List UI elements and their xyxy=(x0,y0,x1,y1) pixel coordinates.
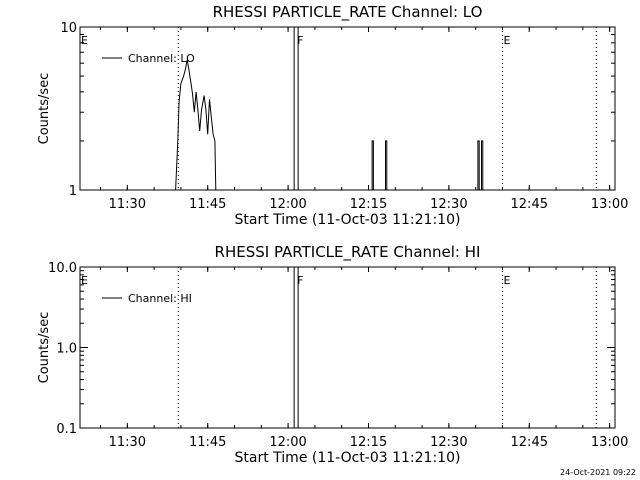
panel1-plot-frame xyxy=(79,26,616,191)
panel1-marker-label: F xyxy=(297,34,303,47)
footer-timestamp: 24-Oct-2021 09:22 xyxy=(560,468,636,477)
panel2-xtick-label: 12:15 xyxy=(350,435,387,450)
panel1-marker-label: E xyxy=(503,34,510,47)
panel2: RHESSI PARTICLE_RATE Channel: HI 11:30 11:… xyxy=(37,243,628,466)
panel1-xtick-label: 12:00 xyxy=(269,197,306,212)
panel1-series-segment xyxy=(385,140,388,190)
panel1-title: RHESSI PARTICLE_RATE Channel: LO xyxy=(213,3,483,22)
panel2-ytick-label: 10.0 xyxy=(48,261,77,276)
panel1-ytick-label: 1 xyxy=(69,184,77,199)
panel1-y-axis-label: Counts/sec xyxy=(37,73,52,145)
panel2-ytick-label: 0.1 xyxy=(56,422,77,437)
panel1: RHESSI PARTICLE_RATE Channel: LO 11:30 11:… xyxy=(37,3,628,228)
panel1-series-segment xyxy=(175,59,217,191)
panel1-x-axis-label: Start Time (11-Oct-03 11:21:10) xyxy=(235,212,461,228)
panel2-xtick-label: 11:45 xyxy=(189,435,226,450)
panel2-y-axis-label: Counts/sec xyxy=(37,312,52,384)
panel1-series-segment xyxy=(477,140,480,190)
panel2-xtick-label: 12:30 xyxy=(430,435,467,450)
panel2-legend-label: Channel: HI xyxy=(128,292,192,305)
panel1-xtick-label: 11:45 xyxy=(189,197,226,212)
panel2-marker-label: E xyxy=(503,274,510,287)
panel2-marker-label: E xyxy=(81,274,88,287)
panel1-xtick-label: 12:45 xyxy=(511,197,548,212)
panel1-xtick-label: 13:00 xyxy=(591,197,628,212)
panel2-marker-label: F xyxy=(297,274,303,287)
panel2-xtick-label: 11:30 xyxy=(109,435,146,450)
panel1-marker-label: E xyxy=(81,34,88,47)
panel1-series-segment xyxy=(371,140,374,190)
panel1-ytick-label: 10 xyxy=(60,21,77,36)
panel2-xtick-label: 13:00 xyxy=(591,435,628,450)
panel2-x-axis-label: Start Time (11-Oct-03 11:21:10) xyxy=(235,450,461,466)
panel2-xtick-label: 12:00 xyxy=(269,435,306,450)
panel2-ytick-label: 1.0 xyxy=(56,342,77,357)
panel1-xtick-label: 11:30 xyxy=(109,197,146,212)
panel2-xtick-label: 12:45 xyxy=(511,435,548,450)
panel1-xtick-label: 12:30 xyxy=(430,197,467,212)
panel2-title: RHESSI PARTICLE_RATE Channel: HI xyxy=(215,243,481,262)
panel1-legend-label: Channel: LO xyxy=(128,52,195,65)
panel1-series-segment xyxy=(481,140,484,190)
panel1-xtick-label: 12:15 xyxy=(350,197,387,212)
